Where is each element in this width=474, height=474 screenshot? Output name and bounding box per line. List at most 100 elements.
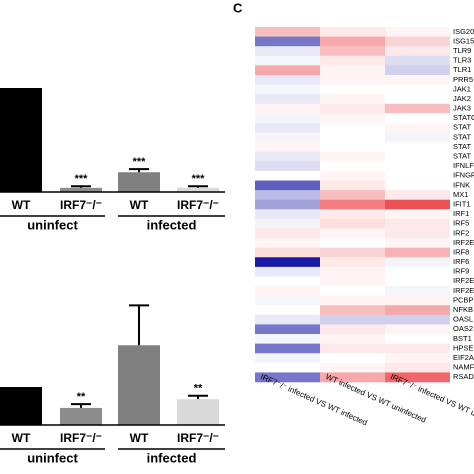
bar: [118, 345, 160, 425]
heatmap-cell: [255, 36, 320, 47]
bar: [118, 172, 160, 192]
heatmap-cell: [255, 372, 320, 383]
heatmap-cell: [255, 199, 320, 210]
heatmap-cell: [320, 65, 385, 76]
heatmap-cell: [255, 132, 320, 143]
row-label: EIF2A: [453, 353, 474, 362]
bar: [0, 387, 42, 425]
row-label: STAT: [453, 152, 471, 161]
heatmap-cell: [255, 113, 320, 124]
heatmap-cell: [385, 113, 450, 124]
heatmap-cell: [320, 170, 385, 181]
heatmap-cell: [255, 343, 320, 354]
heatmap-cell: [320, 257, 385, 268]
heatmap-cell: [385, 324, 450, 335]
row-label: JAK3: [453, 104, 471, 113]
row-label: IRF9: [453, 267, 469, 276]
heatmap-cell: [385, 142, 450, 153]
heatmap-cell: [320, 103, 385, 114]
heatmap-cell: [255, 324, 320, 335]
heatmap-cell: [385, 314, 450, 325]
heatmap-cell: [320, 228, 385, 239]
heatmap-cell: [255, 209, 320, 220]
heatmap-cell: [385, 353, 450, 364]
heatmap-cell: [385, 180, 450, 191]
heatmap-cell: [385, 266, 450, 277]
row-label: ISG15: [453, 36, 474, 45]
heatmap-cell: [385, 276, 450, 287]
row-label: PRR5: [453, 75, 473, 84]
heatmap-cell: [320, 362, 385, 373]
row-label: IRF8: [453, 247, 469, 256]
row-label: TLR3: [453, 56, 471, 65]
heatmap-cell: [385, 151, 450, 162]
row-label: IRF5: [453, 219, 469, 228]
heatmap-cell: [320, 209, 385, 220]
panel-label: C: [233, 0, 243, 15]
heatmap-cell: [320, 113, 385, 124]
heatmap-cell: [255, 122, 320, 133]
heatmap-cell: [385, 199, 450, 210]
heatmap-cell: [320, 314, 385, 325]
heatmap-cell: [255, 161, 320, 172]
heatmap-cell: [385, 209, 450, 220]
heatmap-cell: [385, 295, 450, 306]
heatmap-cell: [385, 27, 450, 37]
row-label: TLR1: [453, 65, 471, 74]
group-label: uninfect: [27, 450, 78, 465]
heatmap-cell: [255, 257, 320, 268]
row-label: IRF1: [453, 209, 469, 218]
group-label: infected: [147, 217, 197, 232]
heatmap-cell: [255, 276, 320, 287]
heatmap-cell: [320, 190, 385, 201]
bar: [0, 88, 42, 192]
heatmap-cell: [255, 362, 320, 373]
heatmap-cell: [320, 55, 385, 66]
x-tick-label: WT: [130, 198, 149, 212]
row-label: STAT: [453, 123, 471, 132]
heatmap-cell: [320, 305, 385, 316]
row-label: BST1: [453, 334, 472, 343]
heatmap-cell: [255, 295, 320, 306]
heatmap-cell: [320, 142, 385, 153]
heatmap-cell: [320, 199, 385, 210]
row-label: NFKB: [453, 305, 473, 314]
x-tick-label: WT: [12, 198, 31, 212]
heatmap-cell: [385, 103, 450, 114]
heatmap-cell: [385, 122, 450, 133]
heatmap-cell: [385, 190, 450, 201]
row-label: IFNLF: [453, 161, 474, 170]
heatmap-cell: [255, 74, 320, 85]
heatmap-cell: [255, 353, 320, 364]
heatmap-cell: [255, 238, 320, 248]
heatmap-cell: [255, 334, 320, 344]
heatmap-cell: [385, 228, 450, 239]
row-label: TLR9: [453, 46, 471, 55]
significance-label: **: [77, 391, 86, 403]
heatmap-cell: [320, 238, 385, 248]
row-label: PCBP: [453, 295, 473, 304]
heatmap-cell: [320, 74, 385, 85]
heatmap-cell: [320, 276, 385, 287]
row-label: OASL: [453, 315, 473, 324]
heatmap-cell: [385, 65, 450, 76]
row-label: IFNGF: [453, 171, 474, 180]
heatmap-cell: [385, 55, 450, 66]
heatmap-cell: [255, 218, 320, 229]
row-label: IRF2: [453, 228, 469, 237]
heatmap-cell: [320, 36, 385, 47]
heatmap-cell: [385, 362, 450, 373]
heatmap-cell: [320, 27, 385, 37]
heatmap-cell: [255, 84, 320, 95]
row-label: NAMF: [453, 363, 474, 372]
heatmap-cell: [320, 218, 385, 229]
bar: [60, 407, 102, 425]
heatmap-cell: [385, 84, 450, 95]
heatmap-cell: [255, 180, 320, 191]
heatmap-cell: [385, 238, 450, 248]
row-label: IRF2E: [453, 238, 474, 247]
heatmap-cell: [255, 266, 320, 277]
heatmap-cell: [320, 324, 385, 335]
group-label: uninfect: [27, 217, 78, 232]
